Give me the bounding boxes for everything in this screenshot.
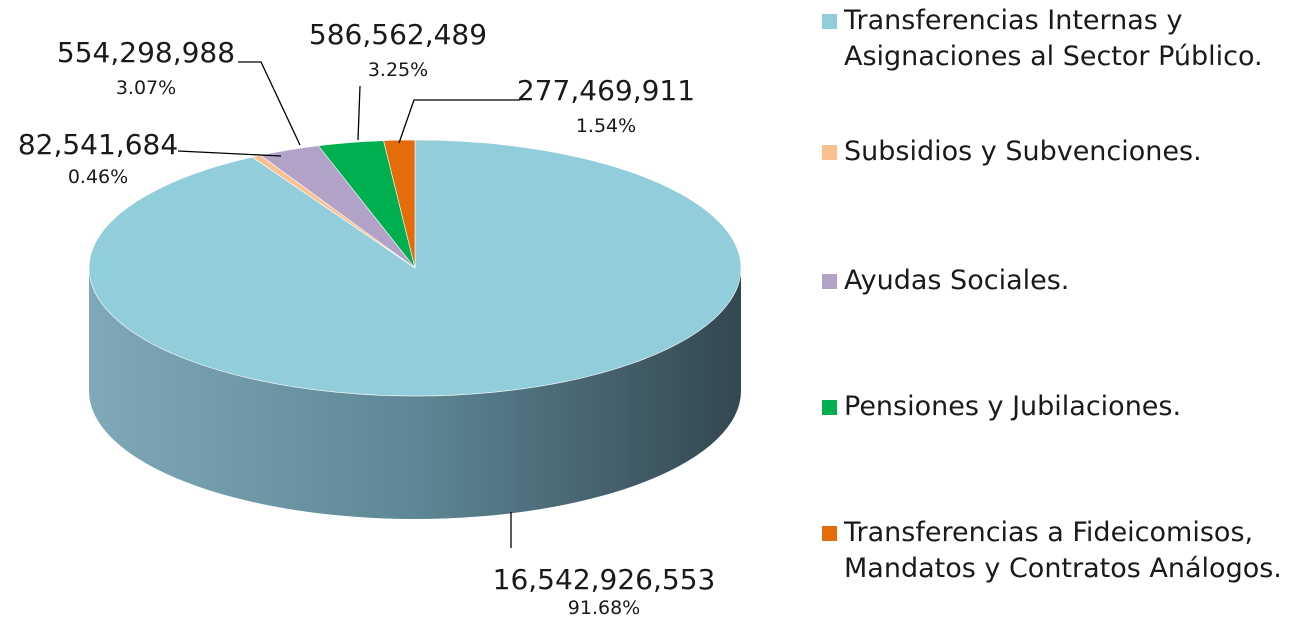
percent-label-ayudas-sociales: 3.07% — [116, 77, 176, 99]
legend-item-transferencias-internas: Transferencias Internas y Asignaciones al… — [822, 3, 1302, 75]
percent-label-transferencias-internas: 91.68% — [568, 597, 640, 619]
legend-item-ayudas-sociales: Ayudas Sociales. — [822, 263, 1302, 299]
legend-swatch-subsidios — [822, 145, 837, 160]
value-label-pensiones: 586,562,489 — [309, 18, 487, 51]
leader-line-subsidios — [177, 150, 282, 157]
value-label-ayudas-sociales: 554,298,988 — [57, 36, 235, 69]
legend-swatch-fideicomisos — [822, 526, 837, 541]
percent-label-pensiones: 3.25% — [368, 59, 428, 81]
value-label-subsidios: 82,541,684 — [18, 128, 178, 161]
value-label-fideicomisos: 277,469,911 — [517, 74, 695, 107]
percent-label-fideicomisos: 1.54% — [576, 115, 636, 137]
legend-label-subsidios: Subsidios y Subvenciones. — [844, 136, 1202, 167]
legend-item-fideicomisos: Transferencias a Fideicomisos, Mandatos y… — [822, 515, 1302, 587]
leader-line-ayudas-sociales — [238, 61, 301, 146]
legend-item-subsidios: Subsidios y Subvenciones. — [822, 134, 1302, 170]
legend-item-pensiones: Pensiones y Jubilaciones. — [822, 389, 1302, 425]
legend-swatch-transferencias-internas — [822, 14, 837, 29]
legend-label-transferencias-internas: Transferencias Internas y Asignaciones al… — [844, 5, 1263, 72]
slice-side-transferencias-internas — [89, 268, 741, 519]
value-label-transferencias-internas: 16,542,926,553 — [493, 563, 716, 596]
legend-label-fideicomisos: Transferencias a Fideicomisos, Mandatos y… — [844, 517, 1282, 584]
legend-label-pensiones: Pensiones y Jubilaciones. — [844, 391, 1182, 422]
legend-swatch-pensiones — [822, 400, 837, 415]
leader-line-fideicomisos — [398, 99, 520, 144]
percent-label-subsidios: 0.46% — [68, 166, 128, 188]
legend-swatch-ayudas-sociales — [822, 274, 837, 289]
slice-fideicomisos — [383, 139, 416, 269]
legend-label-ayudas-sociales: Ayudas Sociales. — [844, 265, 1070, 296]
leader-line-pensiones — [357, 85, 361, 141]
